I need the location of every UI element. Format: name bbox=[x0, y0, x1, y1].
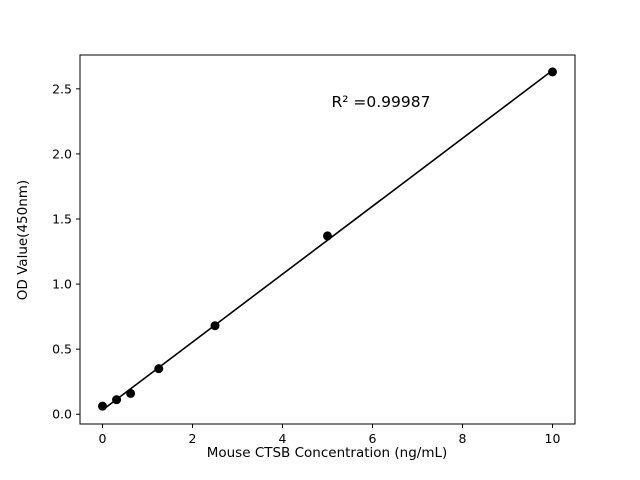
data-point bbox=[112, 395, 122, 405]
y-tick-label: 0.0 bbox=[52, 407, 72, 422]
x-tick-label: 0 bbox=[99, 431, 107, 446]
x-tick-label: 8 bbox=[459, 431, 467, 446]
y-tick-label: 2.0 bbox=[52, 146, 72, 161]
y-tick-label: 0.5 bbox=[52, 342, 72, 357]
data-point bbox=[210, 321, 220, 331]
x-axis-label: Mouse CTSB Concentration (ng/mL) bbox=[207, 445, 448, 461]
data-point bbox=[548, 67, 557, 77]
y-tick-label: 2.5 bbox=[52, 81, 72, 96]
x-tick-label: 4 bbox=[279, 431, 287, 446]
data-point bbox=[323, 231, 332, 241]
plot-frame bbox=[79, 54, 576, 425]
x-tick-label: 6 bbox=[369, 431, 377, 446]
x-tick-label: 2 bbox=[189, 431, 197, 446]
y-tick-label: 1.0 bbox=[52, 277, 72, 292]
r-squared-annotation: R² =0.99987 bbox=[332, 93, 431, 111]
y-tick-label: 1.5 bbox=[52, 212, 72, 227]
data-point bbox=[126, 388, 136, 398]
y-axis-label: OD Value(450nm) bbox=[15, 180, 31, 300]
x-tick-label: 10 bbox=[545, 431, 561, 446]
data-point bbox=[154, 364, 164, 374]
data-point bbox=[98, 401, 107, 411]
